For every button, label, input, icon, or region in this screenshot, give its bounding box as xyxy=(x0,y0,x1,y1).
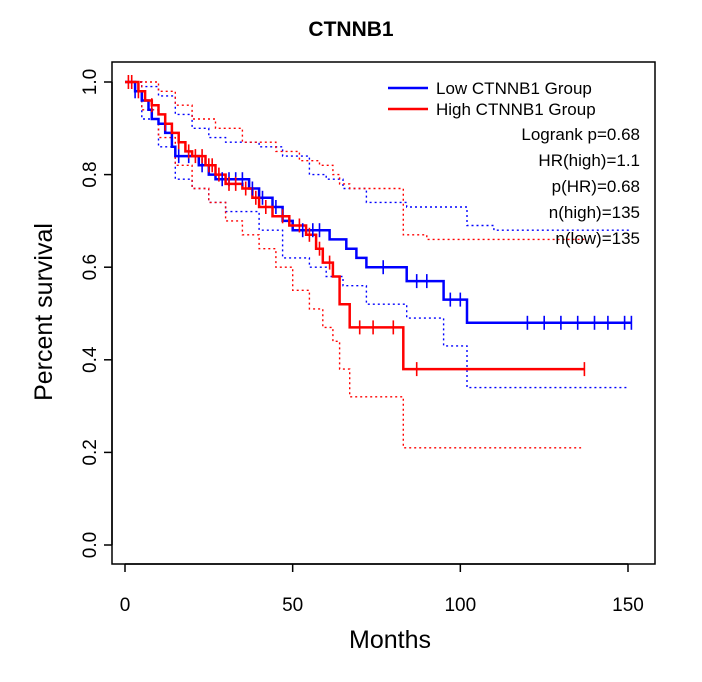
y-tick-label: 0.6 xyxy=(80,254,101,280)
y-tick-label: 0.4 xyxy=(80,346,101,373)
ci-upper-low xyxy=(125,81,632,231)
survival-curve-high xyxy=(125,80,585,371)
x-tick-label: 50 xyxy=(282,595,303,616)
y-tick-label: 1.0 xyxy=(80,69,101,95)
x-axis: 0 50 100 150 xyxy=(120,563,644,616)
stat-hr: HR(high)=1.1 xyxy=(538,151,640,170)
legend-label-high: High CTNNB1 Group xyxy=(436,100,596,119)
y-tick-label: 0.0 xyxy=(80,532,101,558)
x-tick-label: 0 xyxy=(120,595,131,616)
x-axis-title: Months xyxy=(349,626,431,654)
survival-curve-low xyxy=(125,80,632,325)
survival-curves xyxy=(125,80,632,371)
stat-n-low: n(low)=135 xyxy=(555,229,640,248)
legend: Low CTNNB1 Group High CTNNB1 Group Logra… xyxy=(388,79,640,248)
chart-title: CTNNB1 xyxy=(308,18,394,41)
x-tick-label: 150 xyxy=(612,595,644,616)
y-tick-label: 0.2 xyxy=(80,439,101,465)
x-tick-label: 100 xyxy=(444,595,476,616)
y-axis-title: Percent survival xyxy=(30,223,58,401)
ci-lower-high xyxy=(125,81,582,449)
stat-p-hr: p(HR)=0.68 xyxy=(552,177,640,196)
y-tick-label: 0.8 xyxy=(80,161,101,187)
stat-logrank: Logrank p=0.68 xyxy=(521,125,640,144)
legend-label-low: Low CTNNB1 Group xyxy=(436,79,592,98)
censor-marks xyxy=(127,75,633,377)
stat-n-high: n(high)=135 xyxy=(549,203,640,222)
y-axis: 0.0 0.2 0.4 0.6 0.8 1.0 xyxy=(80,69,113,558)
